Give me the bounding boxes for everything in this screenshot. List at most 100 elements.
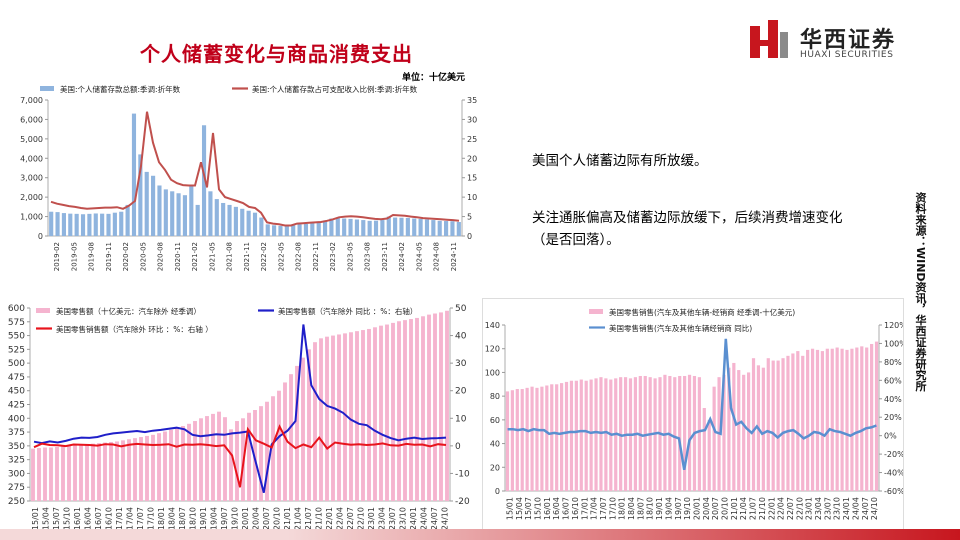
- x-tick-label: 2020-02: [122, 242, 130, 271]
- x-tick-label: 16/10: [105, 507, 114, 530]
- y-tick-label-right: 80%: [884, 358, 902, 367]
- x-tick-label: 24/07: [861, 497, 870, 520]
- x-tick-label: 21/04: [739, 497, 748, 520]
- auto-chart: 0 20 40 60 80 100 120 140 -60% -40% -20% 0% 20% 40% 60…: [485, 307, 903, 520]
- x-tick-label: 16/10: [571, 497, 580, 520]
- y-tick-label-right: 120%: [884, 321, 903, 330]
- x-tick-label: 2021-11: [243, 242, 251, 271]
- data-bar: [687, 374, 692, 491]
- data-bar: [865, 347, 869, 491]
- y-tick-label-right: -40%: [884, 469, 903, 478]
- x-tick-label: 17/07: [599, 497, 608, 520]
- data-bar: [806, 349, 810, 491]
- data-bar: [214, 199, 219, 236]
- x-tick-label: 19/01: [655, 497, 664, 520]
- data-bar: [139, 437, 143, 501]
- x-tick-label: 2021-08: [226, 242, 234, 271]
- y-tick-label-left: 0: [38, 232, 43, 241]
- data-bar: [355, 331, 359, 501]
- data-bar: [594, 378, 598, 491]
- series-line-1: [507, 338, 877, 471]
- data-bar: [393, 217, 398, 236]
- data-bar: [229, 429, 233, 501]
- data-bar: [418, 218, 423, 236]
- x-tick-label: 16/01: [543, 497, 552, 520]
- x-tick-label: 22/10: [357, 507, 366, 530]
- legend-label: 美国:个人储蓄存款总额:季调:折年数: [60, 84, 181, 94]
- data-bar: [277, 390, 281, 501]
- data-bar: [781, 358, 785, 491]
- series-line-1: [33, 324, 447, 493]
- x-tick-label: 22/01: [767, 497, 776, 520]
- x-tick-label: 15/10: [534, 497, 543, 520]
- data-bar: [845, 349, 849, 491]
- data-bar: [329, 218, 334, 236]
- data-bar: [840, 348, 844, 491]
- data-bar: [43, 447, 47, 501]
- legend-label: 美国:个人储蓄存款占可支配收入比例:季调:折年数: [252, 84, 418, 94]
- data-bar: [37, 448, 41, 501]
- x-tick-label: 2019-02: [53, 242, 61, 271]
- data-bar: [412, 218, 417, 236]
- savings-chart: 0 1,000 2,000 3,000 4,000 5,000 6,000 7,000 0 5 10…: [20, 71, 477, 271]
- y-tick-label-right: 50: [455, 304, 467, 314]
- data-bar: [540, 386, 544, 491]
- data-bar: [313, 342, 317, 501]
- data-bar: [103, 442, 107, 501]
- x-tick-label: 23/04: [378, 507, 387, 530]
- data-bar: [221, 202, 226, 236]
- x-tick-label: 23/04: [814, 497, 823, 520]
- data-bar: [112, 212, 117, 236]
- x-tick-label: 18/10: [189, 507, 198, 530]
- legend-label: 美国零售销售(汽车及其他车辆-经销商 经季调-十亿美元): [609, 307, 795, 317]
- y-tick-label-left: 1,000: [20, 213, 43, 222]
- x-tick-label: 20/10: [273, 507, 282, 530]
- legend-label: 美国零售销售(汽车及其他车辆经销商 同比): [609, 323, 752, 333]
- data-bar: [874, 341, 879, 491]
- data-bar: [559, 383, 564, 491]
- data-bar: [525, 387, 529, 491]
- data-bar: [385, 324, 389, 501]
- x-tick-label: 24/01: [842, 497, 851, 520]
- data-bar: [49, 211, 54, 236]
- x-tick-label: 2021-05: [208, 242, 216, 271]
- data-bar: [702, 408, 706, 491]
- data-bar: [391, 322, 395, 501]
- data-bar: [638, 375, 642, 491]
- y-tick-label-left: 2,000: [20, 193, 43, 202]
- y-tick-label-left: 350: [8, 442, 25, 452]
- x-tick-label: 19/07: [674, 497, 683, 520]
- y-tick-label-left: 475: [8, 373, 25, 383]
- x-tick-label: 15/07: [524, 497, 533, 520]
- data-bar: [61, 446, 65, 501]
- data-bar: [55, 446, 59, 501]
- y-tick-label-right: 20: [467, 154, 477, 163]
- data-bar: [530, 386, 534, 491]
- x-tick-label: 2023-05: [346, 242, 354, 271]
- data-bar: [106, 213, 111, 236]
- x-tick-label: 19/07: [220, 507, 229, 530]
- data-bar: [584, 380, 588, 491]
- x-tick-label: 23/10: [833, 497, 842, 520]
- y-tick-label-right: 5: [467, 213, 472, 222]
- data-bar: [259, 217, 264, 236]
- x-tick-label: 15/01: [505, 497, 514, 520]
- y-tick-label-left: 6,000: [20, 115, 43, 124]
- x-tick-label: 18/04: [168, 507, 177, 530]
- data-bar: [307, 349, 311, 501]
- y-tick-label-left: 80: [490, 392, 500, 401]
- data-bar: [217, 411, 221, 501]
- data-bar: [870, 343, 874, 491]
- data-bar: [791, 353, 795, 491]
- data-bar: [223, 417, 227, 501]
- x-tick-label: 2022-05: [277, 242, 285, 271]
- data-bar: [450, 221, 455, 236]
- data-bar: [348, 218, 353, 236]
- x-tick-label: 21/04: [294, 507, 303, 530]
- x-tick-label: 2024-02: [398, 242, 406, 271]
- data-bar: [176, 193, 181, 236]
- x-tick-label: 20/10: [721, 497, 730, 520]
- data-bar: [31, 448, 35, 501]
- data-bar: [195, 204, 200, 236]
- x-tick-label: 20/04: [702, 497, 711, 520]
